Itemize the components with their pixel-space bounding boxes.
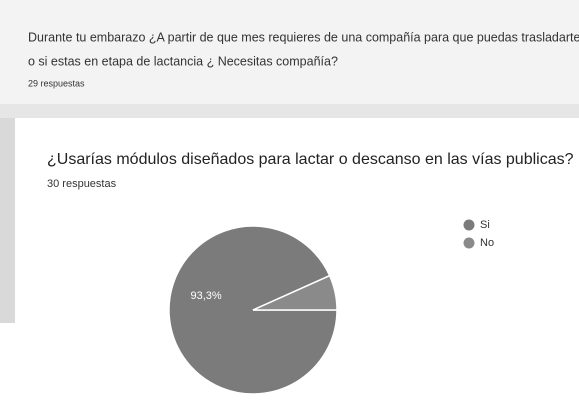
legend-label: No <box>480 237 494 249</box>
separator <box>0 104 579 118</box>
chart-title: ¿Usarías módulos diseñados para lactar o… <box>47 151 574 168</box>
legend-label: Si <box>480 219 490 231</box>
responses: 29 respuestas <box>28 78 85 88</box>
legend-swatch <box>463 219 475 231</box>
top-card <box>0 0 579 104</box>
pie-slice <box>252 274 338 311</box>
legend-swatch <box>463 237 475 249</box>
question-line: o si estas en etapa de lactancia ¿ Neces… <box>28 54 338 68</box>
slice-label: 93,3% <box>190 290 221 302</box>
left-strip <box>0 118 15 323</box>
question: Durante tu embarazo ¿A partir de que mes… <box>28 30 579 44</box>
chart-subtitle: 30 respuestas <box>47 178 117 190</box>
